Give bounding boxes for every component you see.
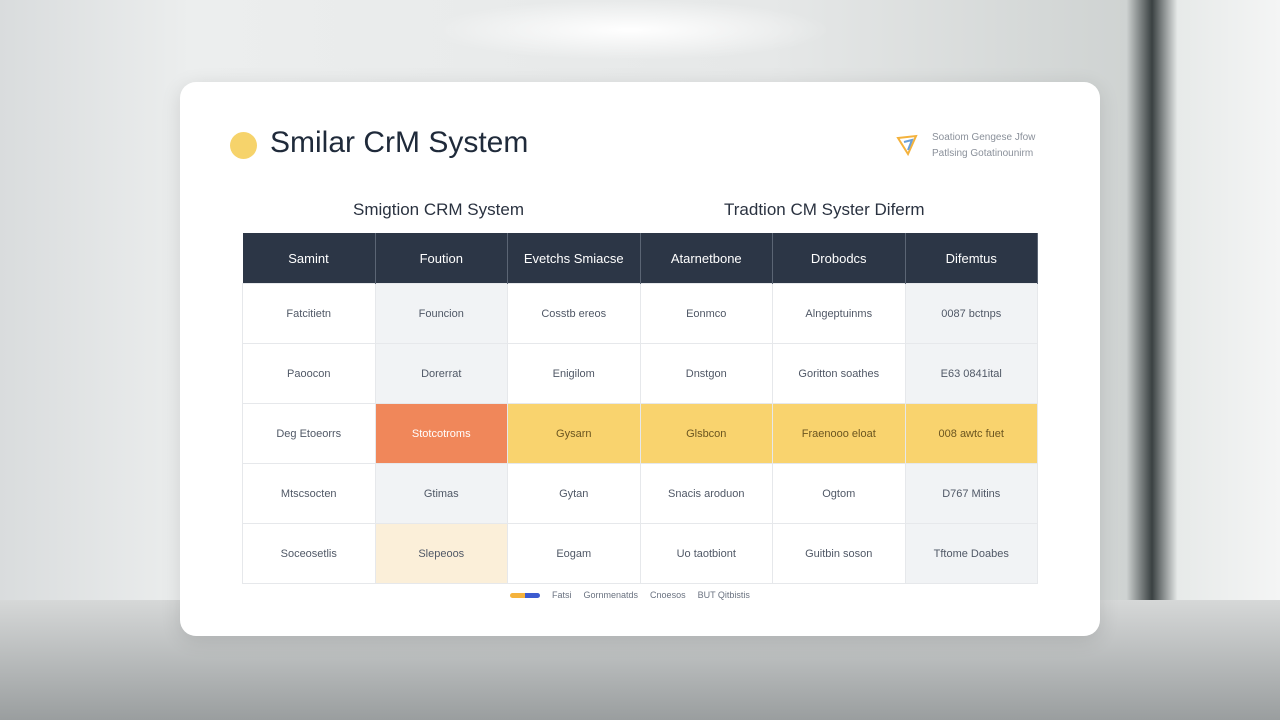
table-row: Paoocon Dorerrat Enigilom Dnstgon Goritton s… [242, 343, 1038, 404]
table-cell: Goritton soathes [772, 343, 906, 404]
badge-line: Soatiom Gengese Jfow [932, 132, 1036, 143]
legend-item: Gornmenatds [583, 590, 639, 600]
table-row: Deg Etoeorrs Stotcotroms Gysarn Glsbcon Frae… [242, 403, 1038, 464]
badge-line: Patlsing Gotatinounirm [932, 148, 1034, 159]
table-cell: Dnstgon [639, 343, 773, 404]
table-cell: Glsbcon [639, 403, 773, 464]
slide-card: Smilar CrM System Soatiom Gengese Jfow P… [180, 82, 1100, 636]
column-header: Drobodcs [772, 233, 906, 284]
table-cell: Eogam [507, 523, 641, 584]
column-header: Difemtus [905, 233, 1038, 284]
legend-swatch [510, 592, 540, 598]
column-header: Foution [375, 233, 508, 284]
column-header: Atarnetbone [640, 233, 773, 284]
legend-item: BUT Qitbistis [697, 590, 750, 600]
table-cell: Guitbin soson [772, 523, 906, 584]
table-cell: Cosstb ereos [507, 283, 641, 344]
table-row: Soceosetlis Slepeoos Eogam Uo taotbiont Guit… [242, 523, 1038, 584]
table-cell: Mtscsocten [242, 463, 376, 524]
table-cell: 0087 bctnps [904, 283, 1038, 344]
table-cell: Dorerrat [374, 343, 508, 404]
table-cell: Fraenooo eloat [772, 403, 906, 464]
table-cell: Deg Etoeorrs [242, 403, 376, 464]
subtitle: Tradtion CM Syster Diferm [724, 200, 925, 219]
subtitle: Smigtion CRM System [353, 200, 524, 219]
table-cell: Gysarn [507, 403, 641, 464]
legend-item: Fatsi [552, 590, 572, 600]
comparison-table: Samint Foution Evetchs Smiacse Atarnetbone D… [242, 233, 1038, 584]
table-cell: Gtimas [374, 463, 508, 524]
table-cell: E63 0841ital [904, 343, 1038, 404]
table-cell: Tftome Doabes [904, 523, 1038, 584]
column-header: Evetchs Smiacse [507, 233, 641, 284]
table-cell: Snacis aroduon [639, 463, 773, 524]
title: Smilar CrM System [270, 126, 529, 159]
table-cell: Enigilom [507, 343, 641, 404]
table-cell: 008 awtc fuet [904, 403, 1038, 464]
column-header: Samint [242, 233, 376, 284]
table-cell: Alngeptuinms [772, 283, 906, 344]
table-row: Fatcitietn Founcion Cosstb ereos Eonmco Alng… [242, 283, 1038, 344]
table-cell: Ogtom [772, 463, 906, 524]
table-cell: Founcion [374, 283, 508, 344]
table-cell: Uo taotbiont [639, 523, 773, 584]
header-row: Samint Foution Evetchs Smiacse Atarnetbone D… [242, 233, 1038, 284]
logo-dot [230, 132, 257, 159]
table-cell: Eonmco [639, 283, 773, 344]
table-cell: Gytan [507, 463, 641, 524]
legend: Fatsi Gornmenatds Cnoesos BUT Qitbistis [510, 590, 750, 600]
table-row: Mtscsocten Gtimas Gytan Snacis aroduon Ogtom… [242, 463, 1038, 524]
table-cell: Slepeoos [374, 523, 508, 584]
badge-icon [896, 134, 918, 156]
table-cell: Paoocon [242, 343, 376, 404]
table-cell: Fatcitietn [242, 283, 376, 344]
table-cell: D767 Mitins [904, 463, 1038, 524]
table-cell: Stotcotroms [374, 403, 508, 464]
table-cell: Soceosetlis [242, 523, 376, 584]
legend-item: Cnoesos [650, 590, 686, 600]
